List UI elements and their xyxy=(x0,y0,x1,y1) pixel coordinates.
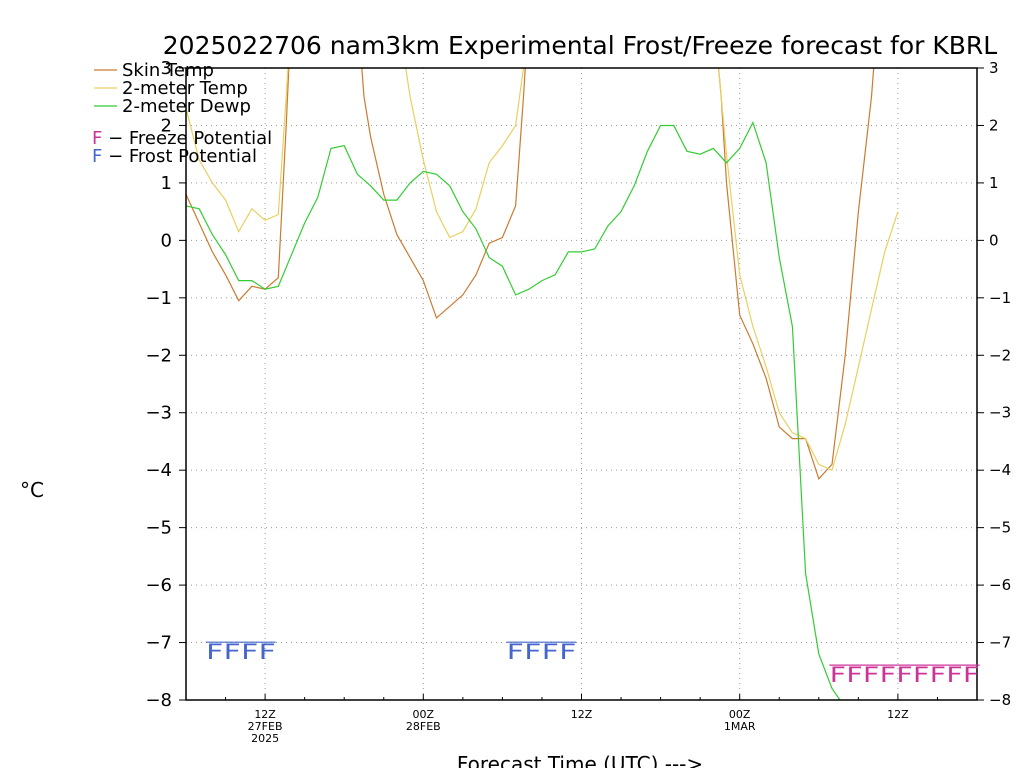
potential-marker: FFFF xyxy=(506,640,576,664)
y-axis-label: °C xyxy=(20,478,44,502)
y-tick-label: −6 xyxy=(145,575,172,596)
series-line-2-meter-dewp xyxy=(186,121,841,700)
x-tick-label: 1MAR xyxy=(724,720,756,733)
y-tick-label: 1 xyxy=(161,173,172,194)
y-tick-label: −7 xyxy=(145,633,172,654)
x-axis-label: Forecast Time (UTC) ---> xyxy=(457,752,703,768)
y-tick-label-right: −4 xyxy=(989,461,1011,479)
x-tick-label: 2025 xyxy=(251,732,279,745)
y-tick-label-right: −5 xyxy=(989,519,1011,537)
y-tick-label-right: −7 xyxy=(989,634,1011,652)
potential-legend-letter: F xyxy=(92,146,102,167)
x-tick-label: 12Z xyxy=(571,708,593,721)
y-tick-label: 2 xyxy=(161,115,172,136)
y-tick-label-right: 2 xyxy=(989,116,999,134)
grid-lines xyxy=(186,68,977,700)
x-tick-label: 00Z xyxy=(413,708,435,721)
y-tick-label-right: 3 xyxy=(989,59,999,77)
legend-entry: 2-meter Temp xyxy=(122,78,248,99)
y-tick-label: 3 xyxy=(161,58,172,79)
potential-marker: FFFFFFFFF xyxy=(829,663,979,687)
chart-title: 2025022706 nam3km Experimental Frost/Fre… xyxy=(163,31,997,60)
y-tick-label-right: −1 xyxy=(989,289,1011,307)
potential-legend-entry: F − Freeze Potential xyxy=(92,128,272,149)
x-tick-label: 12Z xyxy=(254,708,276,721)
x-tick-label: 12Z xyxy=(887,708,909,721)
y-tick-label: 0 xyxy=(161,230,172,251)
legend-entry: 2-meter Dewp xyxy=(122,96,251,117)
y-tick-label: −2 xyxy=(145,345,172,366)
potential-legend-entry: F − Frost Potential xyxy=(92,146,257,167)
y-axis-ticks: 3 3 2 2 1 1 0 0 −1 −1 −2 −2 −3 −3 −4 −4 −5 −5 −6 −6 −7 −7 −8 −8 xyxy=(145,58,1011,711)
y-tick-label-right: 0 xyxy=(989,231,999,249)
legend-entry: Skin Temp xyxy=(122,60,214,81)
y-tick-label-right: −6 xyxy=(989,576,1011,594)
potential-legend-letter: F xyxy=(92,128,102,149)
y-tick-label: −3 xyxy=(145,403,172,424)
y-tick-label-right: −3 xyxy=(989,404,1011,422)
potential-legend-text: − Frost Potential xyxy=(102,146,257,167)
y-tick-label-right: −2 xyxy=(989,346,1011,364)
series-line-2-meter-temp xyxy=(186,68,899,472)
y-tick-label: −5 xyxy=(145,518,172,539)
potential-marker: FFFF xyxy=(206,640,276,664)
y-tick-label: −4 xyxy=(145,460,172,481)
y-tick-label-right: −8 xyxy=(989,691,1011,709)
y-tick-label: −8 xyxy=(145,690,172,711)
series-line-skin-temp xyxy=(186,68,875,480)
x-tick-label: 00Z xyxy=(729,708,751,721)
x-tick-label: 28FEB xyxy=(406,720,441,733)
potential-legend-text: − Freeze Potential xyxy=(102,128,272,149)
x-tick-label: 27FEB xyxy=(248,720,283,733)
y-tick-label: −1 xyxy=(145,288,172,309)
y-tick-label-right: 1 xyxy=(989,174,999,192)
series-lines xyxy=(186,68,899,700)
